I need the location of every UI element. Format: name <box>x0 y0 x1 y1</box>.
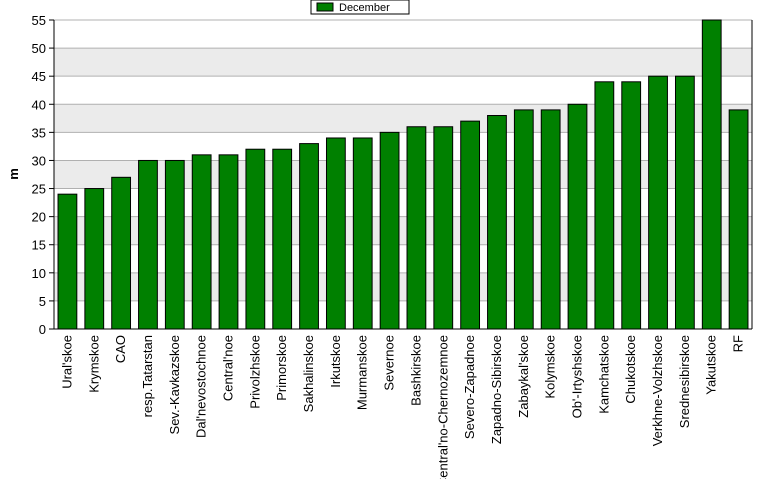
y-tick-label: 30 <box>32 153 46 168</box>
y-tick-label: 45 <box>32 69 46 84</box>
plot-band <box>54 244 752 273</box>
plot-band <box>54 76 752 105</box>
bar <box>621 81 642 330</box>
x-tick-label: Sev.-Kavkazskoe <box>167 335 182 434</box>
bar <box>379 131 400 330</box>
bar <box>701 19 722 330</box>
legend-box <box>310 0 410 15</box>
bar <box>138 159 158 330</box>
x-tick-label: Srednesibirskoe <box>677 335 692 428</box>
bar <box>299 143 319 330</box>
plot-band <box>54 216 752 245</box>
plot-band <box>54 104 752 133</box>
bar <box>648 75 668 330</box>
y-tick-label: 15 <box>32 238 46 253</box>
x-tick-label: Ural'skoe <box>59 335 74 389</box>
bar <box>540 109 561 330</box>
x-tick-label: Kamchatskoe <box>596 335 611 414</box>
x-tick-label: Krymskoe <box>86 335 101 393</box>
x-tick-label: RF <box>731 335 746 352</box>
bar <box>84 188 105 330</box>
y-tick-label: 55 <box>32 13 46 28</box>
y-axis-label: m <box>6 168 21 180</box>
bar <box>57 193 78 330</box>
y-tick-label: 25 <box>32 182 46 197</box>
plot-band <box>54 160 752 189</box>
plot-band <box>54 20 752 49</box>
x-tick-label: Sakhalinskoe <box>301 335 316 412</box>
x-tick-label: resp.Tatarstan <box>140 335 155 417</box>
x-tick-label: Dal'nevostochnoe <box>194 335 209 438</box>
bar <box>191 154 212 330</box>
bar <box>567 103 588 330</box>
y-tick-label: 0 <box>39 322 46 337</box>
x-tick-label: Severnoe <box>382 335 397 391</box>
bar <box>272 148 293 330</box>
x-tick-label: Verkhne-Volzhskoe <box>650 335 665 446</box>
plot-background <box>54 20 752 329</box>
y-tick-label: 10 <box>32 266 46 281</box>
y-tick-label: 40 <box>32 97 46 112</box>
x-tick-label: Irkutskoe <box>328 335 343 388</box>
x-tick-label: Yakutskoe <box>704 335 719 395</box>
plot-band <box>54 300 752 329</box>
plot-band <box>54 132 752 161</box>
x-tick-label: Primorskoe <box>274 335 289 401</box>
bar <box>728 109 749 330</box>
bar <box>218 154 239 330</box>
y-tick-labels: 0 5 10 15 20 25 30 35 40 45 50 55 <box>32 13 54 337</box>
bars <box>57 19 749 330</box>
x-tick-label: Kolymskoe <box>543 335 558 399</box>
x-tick-label: Zapadno-Sibirskoe <box>489 335 504 444</box>
x-tick-label: Central'no-Chernozemnoe <box>435 335 450 479</box>
bar <box>513 109 534 330</box>
bar <box>433 126 454 330</box>
bar <box>460 120 481 330</box>
x-tick-label: Chukotskoe <box>623 335 638 404</box>
y-tick-label: 35 <box>32 125 46 140</box>
y-tick-label: 50 <box>32 41 46 56</box>
x-tick-label: Bashkirskoe <box>408 335 423 406</box>
legend: December <box>310 0 410 15</box>
bar <box>352 137 373 330</box>
bar <box>487 115 507 330</box>
x-tick-label: Central'noe <box>221 335 236 401</box>
y-tick-label: 20 <box>32 210 46 225</box>
x-tick-label: CAO <box>113 335 128 363</box>
plot-band <box>54 188 752 217</box>
plot-band <box>54 272 752 301</box>
bar <box>164 159 185 330</box>
x-tick-label: Ob'-Irtyshskoe <box>570 335 585 418</box>
x-tick-label: Privolzhskoe <box>247 335 262 409</box>
x-tick-label: Zabaykal'skoe <box>516 335 531 418</box>
bar <box>406 126 427 330</box>
bar <box>674 75 695 330</box>
bar <box>245 148 266 330</box>
x-tick-label: Severo-Zapadnoe <box>462 335 477 439</box>
x-tick-label: Murmanskoe <box>355 335 370 410</box>
bar <box>325 137 346 330</box>
legend-label: December <box>339 2 390 14</box>
x-tick-labels: Ural'skoe Krymskoe CAO resp.Tatarstan Sev.-K… <box>59 335 746 484</box>
bar <box>111 176 132 330</box>
plot-band <box>54 48 752 77</box>
axes <box>53 20 753 330</box>
bar <box>594 81 615 330</box>
y-tick-label: 5 <box>39 294 46 309</box>
legend-swatch <box>316 2 334 12</box>
